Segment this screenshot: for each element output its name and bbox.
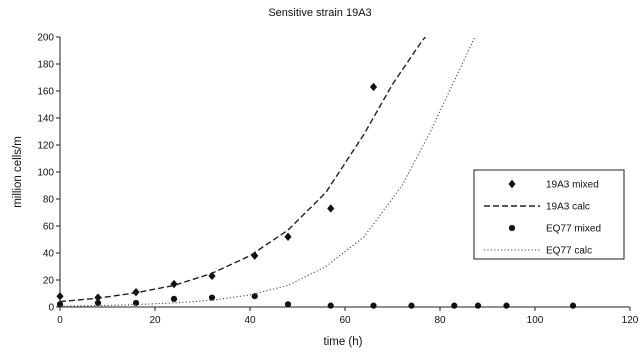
data-point: [327, 204, 335, 213]
series-19a3-mixed: [56, 82, 378, 302]
x-tick-label: 60: [339, 315, 351, 326]
y-tick-label: 140: [37, 114, 54, 125]
y-tick-label: 80: [43, 195, 55, 206]
series-eq77-calc: [60, 37, 476, 307]
series-line: [60, 37, 476, 307]
y-tick-label: 160: [37, 87, 54, 98]
legend-entry: 19A3 mixed: [508, 179, 599, 191]
series-line: [60, 37, 427, 303]
legend-entry: EQ77 mixed: [508, 224, 601, 235]
x-tick-label: 100: [527, 315, 544, 326]
axes: 0 20 40 60 80 100 120 140 160 180 200 0 20 40 60 80 100 1…: [37, 33, 638, 327]
series-19a3-calc: [60, 37, 427, 303]
y-tick-label: 120: [37, 141, 54, 152]
data-point: [327, 302, 334, 309]
data-point: [503, 302, 510, 309]
legend-entry: 19A3 calc: [484, 202, 590, 213]
y-tick-label: 20: [43, 276, 55, 287]
x-tick-label: 80: [434, 315, 446, 326]
y-tick-label: 100: [37, 168, 54, 179]
legend-marker-swatch: [508, 179, 516, 189]
data-point: [474, 302, 482, 309]
series-layer: [56, 37, 577, 309]
legend-marker-swatch: [508, 224, 516, 232]
data-point: [56, 301, 64, 308]
legend: 19A3 mixed 19A3 calc EQ77 mixed EQ77 calc: [473, 169, 625, 260]
data-point: [132, 299, 140, 307]
data-point: [370, 302, 377, 309]
y-axis-title: million cells/m: [12, 136, 24, 208]
chart-title: Sensitive strain 19A3: [268, 7, 371, 19]
y-tick-label: 200: [37, 33, 54, 44]
data-point: [284, 301, 292, 308]
legend-entry: EQ77 calc: [484, 246, 592, 257]
y-tick-label: 60: [43, 222, 55, 233]
x-tick-label: 40: [244, 315, 256, 326]
x-tick-label: 120: [622, 315, 639, 326]
data-point: [408, 302, 415, 309]
data-point: [284, 232, 292, 241]
data-point: [56, 292, 64, 301]
data-point: [208, 294, 216, 301]
x-tick-label: 20: [149, 315, 161, 326]
data-point: [451, 302, 458, 309]
legend-label: EQ77 mixed: [546, 224, 601, 235]
series-eq77-mixed: [56, 293, 577, 309]
data-point: [94, 299, 102, 307]
data-point: [170, 295, 178, 302]
legend-label: 19A3 calc: [546, 202, 590, 213]
x-axis-title: time (h): [324, 336, 363, 348]
data-point: [251, 293, 258, 300]
legend-label: 19A3 mixed: [546, 180, 599, 191]
y-tick-label: 0: [48, 303, 54, 314]
y-tick-label: 40: [43, 249, 55, 260]
x-tick-label: 0: [57, 315, 63, 326]
data-point: [369, 82, 378, 92]
legend-label: EQ77 calc: [546, 246, 592, 257]
legend-box: [473, 169, 625, 260]
data-point: [569, 302, 577, 309]
y-tick-label: 180: [37, 60, 54, 71]
